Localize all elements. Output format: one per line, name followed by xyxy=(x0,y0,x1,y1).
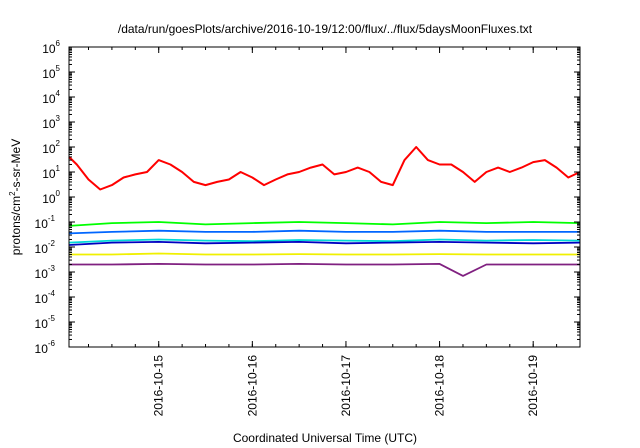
y-axis: 10610510410310210110010-110-210-310-410-… xyxy=(35,39,580,356)
y-tick-label-base: 10 xyxy=(35,217,49,231)
series-layer xyxy=(68,146,581,277)
y-tick-label-base: 10 xyxy=(42,167,56,181)
x-tick-label: 2016-10-15 xyxy=(152,355,166,417)
x-tick-label: 2016-10-17 xyxy=(339,355,353,417)
y-tick-label-base: 10 xyxy=(42,92,56,106)
y-tick-label: 100 xyxy=(42,189,60,206)
x-axis-title: Coordinated Universal Time (UTC) xyxy=(233,431,417,445)
x-tick-label: 2016-10-18 xyxy=(433,355,447,417)
series-line-3 xyxy=(68,229,580,235)
y-tick-label-base: 10 xyxy=(42,42,56,56)
y-tick-label-base: 10 xyxy=(42,142,56,156)
y-tick-label-exp: 3 xyxy=(56,114,61,123)
y-tick-label: 10-6 xyxy=(35,339,56,356)
y-tick-label-exp: -2 xyxy=(48,239,56,248)
y-tick-label: 106 xyxy=(42,39,60,56)
y-tick-label: 103 xyxy=(42,114,60,131)
y-tick-label: 101 xyxy=(42,164,60,181)
y-tick-label: 104 xyxy=(42,89,60,106)
y-tick-label-exp: 4 xyxy=(56,89,61,98)
y-tick-label: 10-5 xyxy=(35,314,56,331)
y-tick-label: 105 xyxy=(42,64,60,81)
x-tick-label: 2016-10-16 xyxy=(245,355,259,417)
y-tick-label: 10-1 xyxy=(35,214,56,231)
y-tick-label-exp: 5 xyxy=(56,64,61,73)
series-line-2 xyxy=(68,221,581,227)
y-tick-label-exp: 6 xyxy=(56,39,61,48)
y-tick-label-base: 10 xyxy=(42,117,56,131)
y-tick-label-exp: -6 xyxy=(48,339,56,348)
series-line-6 xyxy=(69,252,580,256)
y-tick-label-exp: -4 xyxy=(48,289,56,298)
plot-frame xyxy=(68,46,581,348)
y-tick-label-base: 10 xyxy=(42,192,56,206)
y-axis-title-rest: -s-sr-MeV xyxy=(9,139,23,192)
y-axis-title-sup: 2 xyxy=(8,191,17,196)
y-tick-label-base: 10 xyxy=(35,317,49,331)
chart-title: /data/run/goesPlots/archive/2016-10-19/1… xyxy=(118,22,533,36)
series-line-1 xyxy=(68,146,581,191)
series-line-7 xyxy=(69,262,580,277)
y-tick-label-exp: -3 xyxy=(48,264,56,273)
x-tick-label: 2016-10-19 xyxy=(526,355,540,417)
y-tick-label-exp: -5 xyxy=(48,314,56,323)
y-tick-label-base: 10 xyxy=(35,292,49,306)
y-tick-label-base: 10 xyxy=(35,342,49,356)
y-tick-label: 10-2 xyxy=(35,239,56,256)
series-line-5 xyxy=(68,240,581,246)
series-line-4 xyxy=(68,238,581,244)
y-tick-label-base: 10 xyxy=(35,267,49,281)
y-tick-label-exp: 0 xyxy=(56,189,61,198)
y-tick-label-base: 10 xyxy=(42,67,56,81)
y-tick-label: 102 xyxy=(42,139,60,156)
y-tick-label-exp: -1 xyxy=(48,214,56,223)
y-tick-label-base: 10 xyxy=(35,242,49,256)
y-tick-label: 10-4 xyxy=(35,289,56,306)
y-axis-title-base: protons/cm xyxy=(9,196,23,255)
y-axis-title: protons/cm2-s-sr-MeV xyxy=(8,139,23,255)
y-tick-label: 10-3 xyxy=(35,264,56,281)
y-tick-label-exp: 2 xyxy=(56,139,61,148)
y-tick-label-exp: 1 xyxy=(56,164,61,173)
x-axis: 2016-10-15 2016-10-16 2016-10-17 2016-10-18… xyxy=(88,47,581,417)
